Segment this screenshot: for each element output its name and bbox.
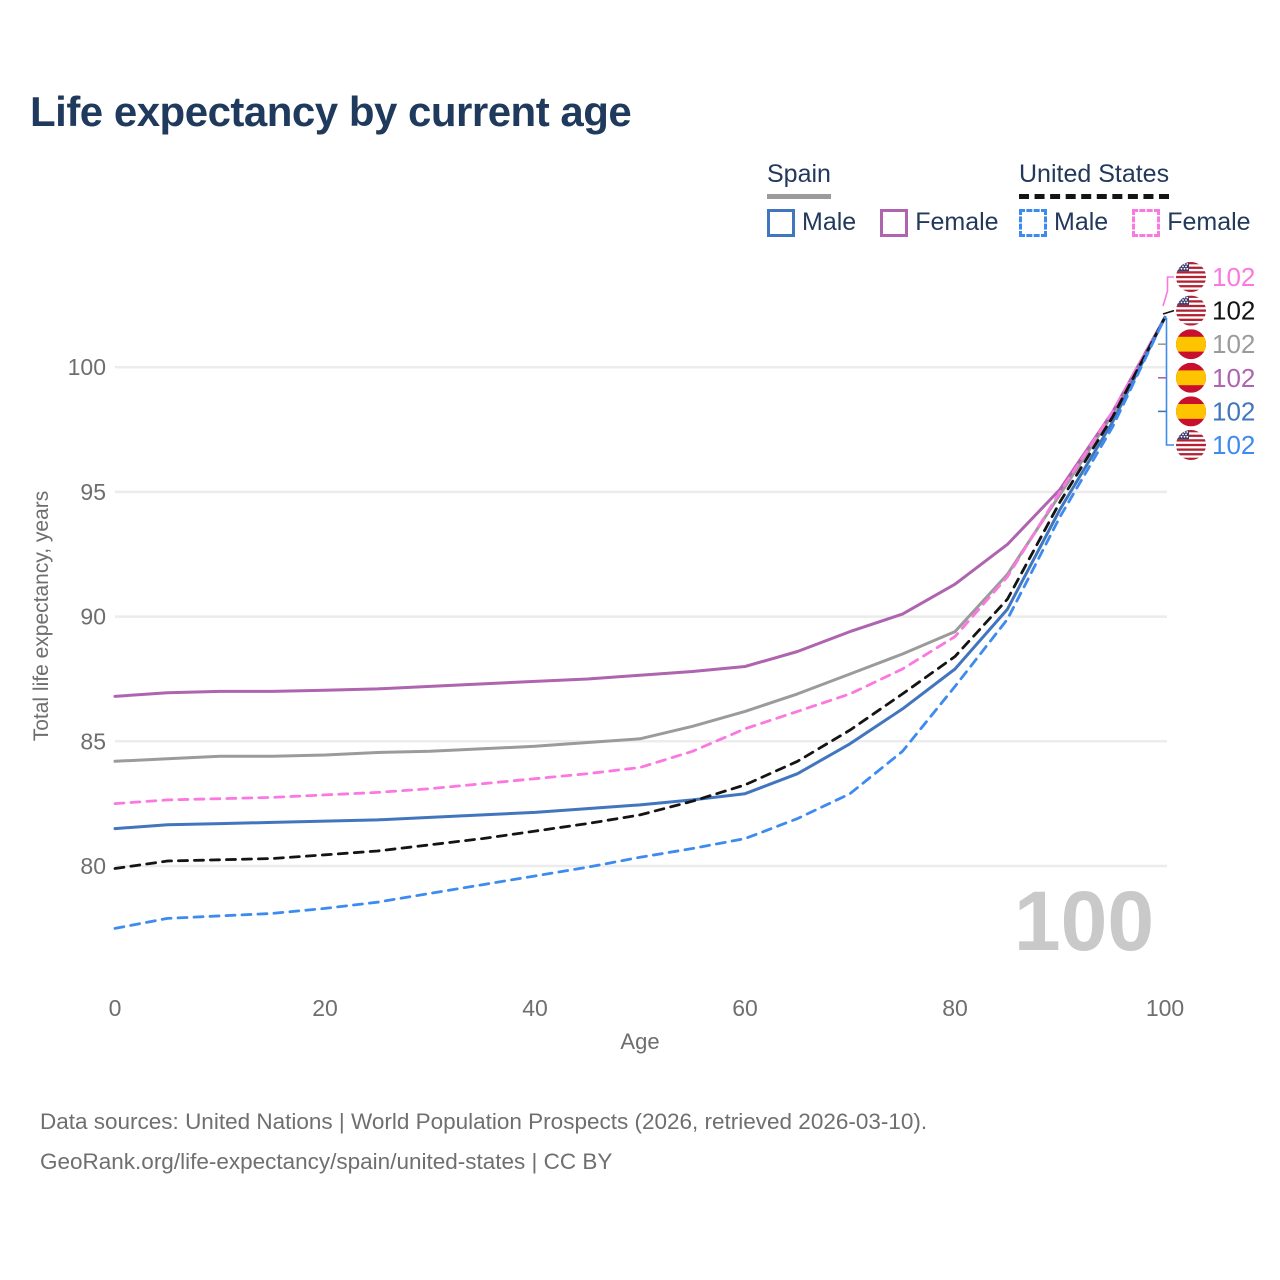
- spain-flag-icon: [1176, 396, 1206, 426]
- us-male-swatch: [1019, 208, 1047, 237]
- spain-flag-icon: [1176, 329, 1206, 359]
- age-watermark: 100: [1014, 874, 1154, 968]
- chart-title: Life expectancy by current age: [30, 88, 632, 135]
- x-tick-0: 0: [109, 995, 122, 1021]
- y-tick-80: 80: [80, 853, 106, 879]
- spain-male-swatch: [767, 208, 795, 237]
- chart-svg: 80 85 90 95 100 0 20 40 60 80 100 Age Total life exp…: [30, 262, 1255, 1054]
- x-tick-20: 20: [312, 995, 338, 1021]
- end-label-4: 102: [1212, 396, 1255, 426]
- y-tick-95: 95: [80, 479, 106, 505]
- x-axis-title: Age: [620, 1029, 659, 1054]
- legend-group-united-states: United States Male Female: [1019, 160, 1251, 237]
- legend-group-spain: Spain Male Female: [767, 160, 999, 237]
- legend-item-spain-female[interactable]: Female: [880, 208, 999, 237]
- end-label-0: 102: [1212, 262, 1255, 292]
- footer: Data sources: United Nations | World Pop…: [40, 1102, 927, 1182]
- x-tick-100: 100: [1146, 995, 1184, 1021]
- legend-item-spain-male[interactable]: Male: [767, 208, 856, 237]
- series-spain-both-sexes[interactable]: [113, 315, 1167, 763]
- series-spain-male[interactable]: [113, 315, 1167, 831]
- legend-label: Female: [1167, 208, 1251, 236]
- spain-flag-icon: [1176, 363, 1206, 393]
- us-female-swatch: [1132, 208, 1161, 237]
- x-tick-60: 60: [732, 995, 758, 1021]
- series-united-states-male[interactable]: [113, 315, 1167, 930]
- x-tick-80: 80: [942, 995, 968, 1021]
- leader-line-1: [1162, 309, 1175, 315]
- x-tick-40: 40: [522, 995, 548, 1021]
- legend-label: Female: [915, 208, 999, 236]
- line-chart: 80 85 90 95 100 0 20 40 60 80 100 Age Total life exp…: [30, 262, 1255, 1054]
- leader-line-5: [1165, 318, 1174, 446]
- legend-title-spain: Spain: [767, 160, 831, 199]
- spain-female-swatch: [880, 208, 909, 237]
- end-label-5: 102: [1212, 430, 1255, 460]
- series-united-states-female[interactable]: [113, 315, 1167, 805]
- legend-label: Male: [802, 208, 857, 236]
- data-sources-text: Data sources: United Nations | World Pop…: [40, 1109, 928, 1134]
- end-label-3: 102: [1212, 363, 1255, 393]
- end-label-1: 102: [1212, 296, 1255, 326]
- attribution-text: GeoRank.org/life-expectancy/spain/united…: [40, 1149, 613, 1174]
- legend-item-us-female[interactable]: Female: [1132, 208, 1251, 237]
- leader-line-0: [1162, 276, 1174, 307]
- series-united-states-both-sexes[interactable]: [113, 315, 1167, 870]
- legend-item-us-male[interactable]: Male: [1019, 208, 1108, 237]
- y-axis-title: Total life expectancy, years: [30, 491, 53, 742]
- y-tick-85: 85: [80, 728, 106, 754]
- legend-label: Male: [1054, 208, 1109, 236]
- end-label-2: 102: [1212, 329, 1255, 359]
- us-flag-icon: [1176, 262, 1206, 292]
- us-flag-icon: [1176, 430, 1206, 460]
- legend-title-united-states: United States: [1019, 160, 1170, 199]
- series-spain-female[interactable]: [113, 315, 1167, 698]
- us-flag-icon: [1176, 296, 1206, 326]
- y-tick-100: 100: [68, 354, 106, 380]
- y-tick-90: 90: [80, 604, 106, 630]
